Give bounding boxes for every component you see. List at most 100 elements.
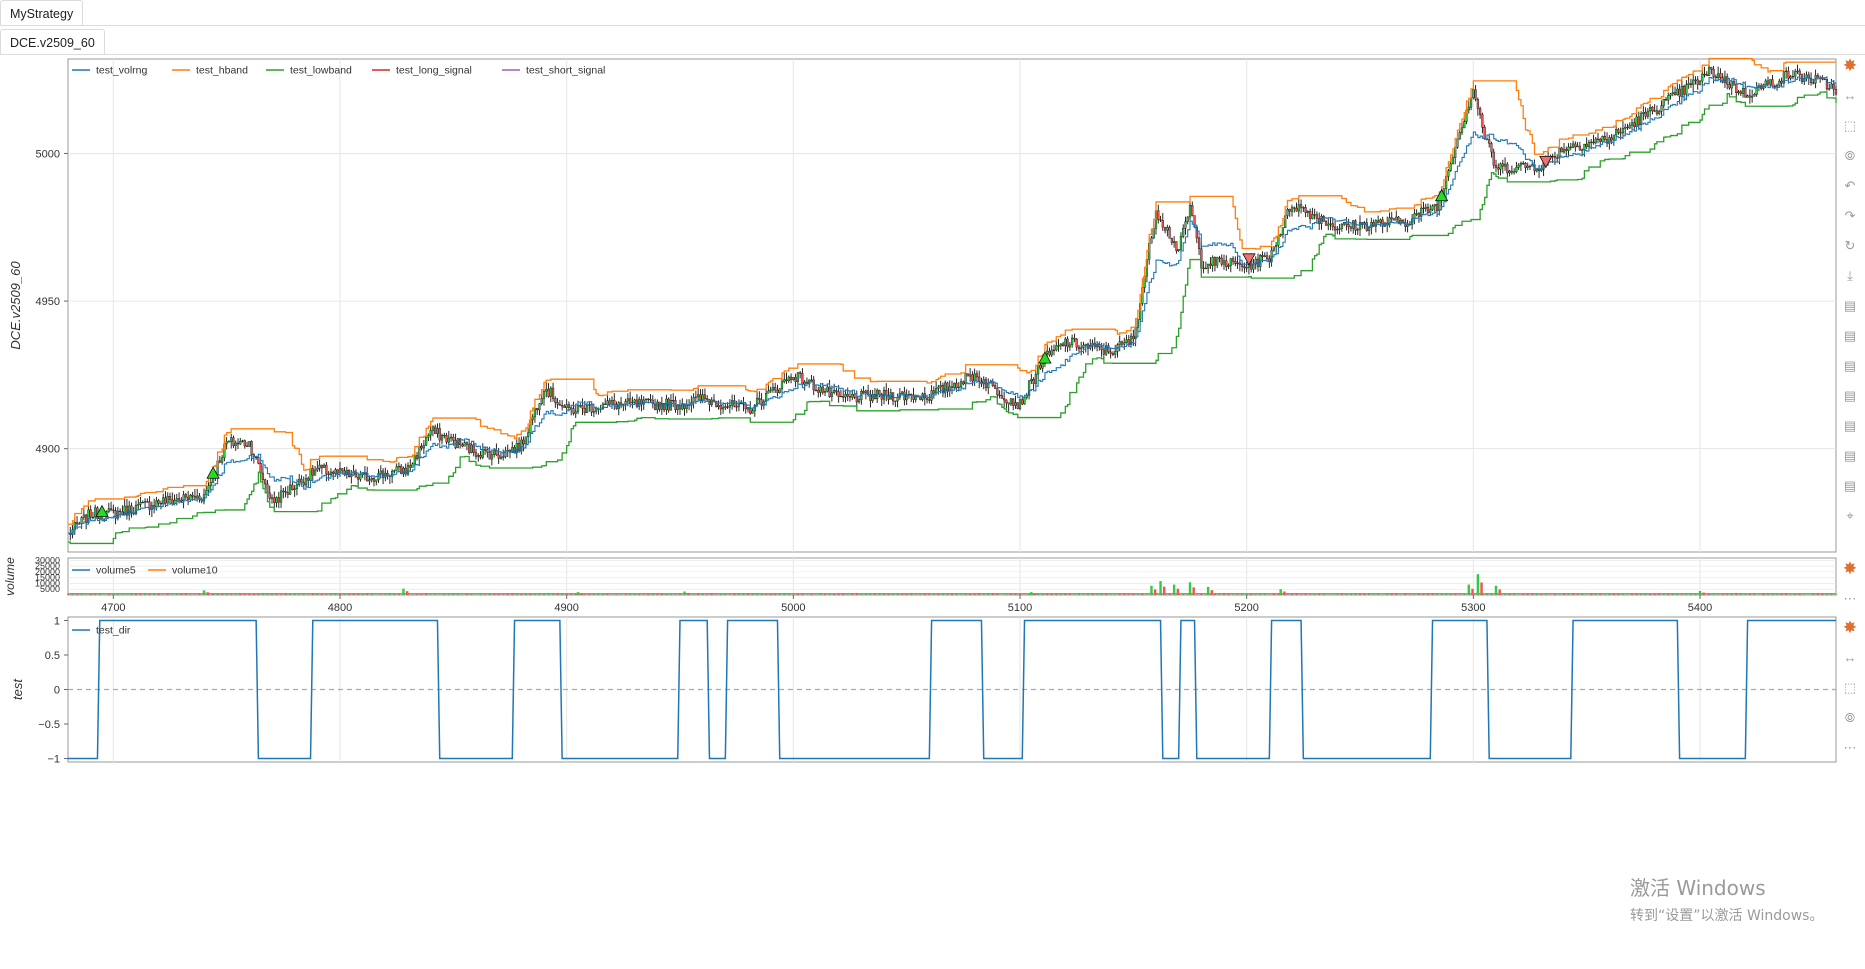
candle-body <box>1748 95 1751 98</box>
volume-bar <box>674 594 677 595</box>
candle-body <box>1435 204 1439 211</box>
more-icon[interactable]: ⋯ <box>1843 591 1857 606</box>
candle-body <box>153 505 156 508</box>
volume-bar <box>969 593 972 595</box>
wheel-zoom-icon[interactable]: ⦾ <box>1844 148 1856 163</box>
volume-bar <box>1206 586 1210 595</box>
candle-body <box>1456 138 1459 148</box>
box-zoom-icon[interactable]: ⬚ <box>1843 680 1857 695</box>
volume-bar <box>1480 582 1483 595</box>
hover-icon[interactable]: ▤ <box>1843 478 1857 493</box>
candle-body <box>1238 262 1241 265</box>
volume-bar <box>1721 594 1724 595</box>
volume-bar <box>1621 594 1624 595</box>
volume-bar <box>1068 593 1071 595</box>
windows-activation-watermark: 激活 Windows 转到“设置”以激活 Windows。 <box>1630 872 1823 925</box>
volume-bar <box>1522 593 1525 595</box>
hover-icon[interactable]: ▤ <box>1843 388 1857 403</box>
candle-body <box>1309 211 1312 219</box>
candle-body <box>155 500 158 508</box>
candle-body <box>1615 129 1618 136</box>
pan-icon[interactable]: ↔ <box>1843 650 1857 665</box>
candle-body <box>1075 338 1078 348</box>
volume-bar <box>153 593 156 595</box>
volume-bar <box>1789 594 1792 595</box>
candle-body <box>1005 399 1008 403</box>
candle-body <box>1275 245 1278 247</box>
watermark-title: 激活 Windows <box>1630 876 1766 900</box>
hover-icon[interactable]: ▤ <box>1843 328 1857 343</box>
candle-body <box>1578 145 1581 151</box>
candle-body <box>1479 108 1482 115</box>
candle-body <box>1764 80 1767 86</box>
crosshair-icon[interactable]: ⌖ <box>1846 508 1854 523</box>
box-zoom-icon[interactable]: ⬚ <box>1843 118 1857 133</box>
volume-bar <box>1241 593 1244 595</box>
tab-symbol[interactable]: DCE.v2509_60 <box>0 29 105 55</box>
hover-icon[interactable]: ▤ <box>1843 448 1857 463</box>
candle-body <box>250 441 253 455</box>
long-signal-marker <box>1434 188 1449 202</box>
volume-bar <box>1694 593 1697 595</box>
undo-icon[interactable]: ↶ <box>1844 178 1856 193</box>
candle-body <box>767 390 770 394</box>
candle-body <box>792 377 795 381</box>
candle-body <box>783 379 786 382</box>
candle-body <box>470 444 473 453</box>
candle-body <box>1039 364 1042 369</box>
volume-bar <box>1485 594 1488 595</box>
candle-body <box>1125 339 1128 343</box>
reset-icon[interactable]: ↻ <box>1844 238 1856 253</box>
volume-bar <box>1399 594 1402 595</box>
hover-icon[interactable]: ▤ <box>1843 418 1857 433</box>
volume-bar <box>320 593 323 595</box>
hover-icon[interactable]: ▤ <box>1843 298 1857 313</box>
tab-strategy[interactable]: MyStrategy <box>0 0 84 26</box>
volume-bar <box>1046 593 1049 595</box>
hover-icon[interactable]: ▤ <box>1843 358 1857 373</box>
candle-body <box>1109 351 1112 354</box>
candle-body <box>864 390 867 393</box>
y-axis-label: DCE.v2509_60 <box>8 261 23 350</box>
pan-icon[interactable]: ↔ <box>1843 88 1857 103</box>
volume-bar <box>679 594 681 595</box>
candle-body <box>1429 209 1432 213</box>
volume-bar <box>411 594 414 595</box>
candle-body <box>468 444 471 453</box>
redo-icon[interactable]: ↷ <box>1844 208 1856 223</box>
candle-body <box>862 390 865 393</box>
volume-bar <box>502 594 505 595</box>
candle-body <box>830 392 833 397</box>
volume-bar <box>1798 593 1801 595</box>
candle-body <box>1692 79 1695 85</box>
y-tick-label: 4900 <box>36 444 60 456</box>
candle-body <box>1306 211 1309 213</box>
save-icon[interactable]: ⤓ <box>1847 268 1853 283</box>
more-icon[interactable]: ⋯ <box>1843 740 1857 755</box>
candle-body <box>1218 257 1221 259</box>
candle-body <box>1055 345 1058 351</box>
volume-bar <box>361 593 364 595</box>
volume-bar <box>175 593 178 595</box>
candle-body <box>1469 97 1473 108</box>
volume-bar <box>1105 593 1108 595</box>
volume-bar <box>1359 593 1361 595</box>
candle-body <box>187 496 190 500</box>
candle-body <box>1778 80 1781 86</box>
candle-body <box>794 377 797 383</box>
legend-label: volume10 <box>172 565 218 577</box>
candle-body <box>311 468 314 476</box>
wheel-zoom-icon[interactable]: ⦾ <box>1844 710 1856 725</box>
volume-bar <box>805 594 808 595</box>
volume-bar <box>493 593 496 595</box>
volume-bar <box>479 593 482 595</box>
candle-body <box>810 379 813 381</box>
candle-body <box>159 502 163 505</box>
candle-body <box>1281 227 1285 235</box>
candle-body <box>80 517 83 524</box>
candle-body <box>307 478 310 481</box>
volume-bar <box>665 593 668 595</box>
candle-body <box>1787 70 1790 79</box>
x-tick-label: 4800 <box>328 602 352 614</box>
